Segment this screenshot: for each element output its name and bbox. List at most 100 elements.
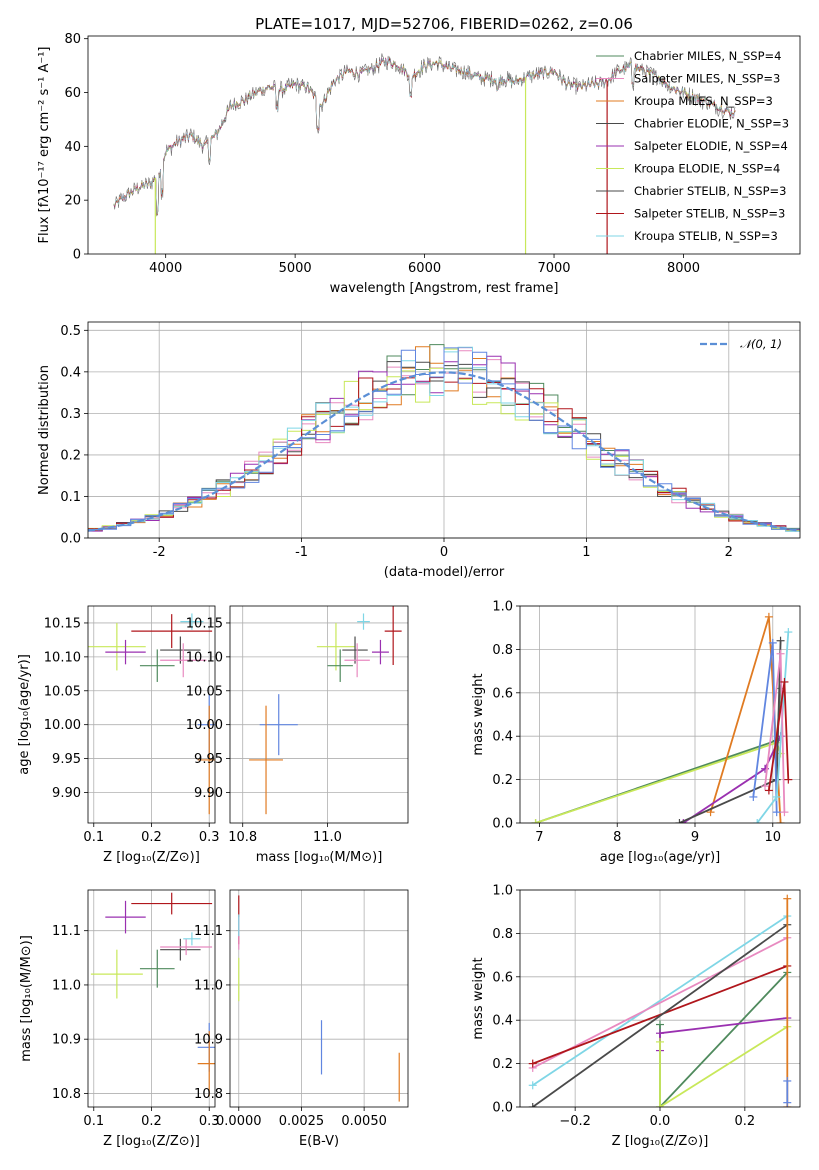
mass-vs-ebv-panel: 0.0000 0.0025 0.0050 10.8 10.9 11.0 11.1 E(B-V) bbox=[194, 889, 409, 1149]
x-tick-label: 0.0050 bbox=[341, 1114, 387, 1129]
y-tick-label: 0.0 bbox=[492, 817, 513, 832]
x-tick-label: 9 bbox=[691, 830, 699, 845]
y-tick-label: 60 bbox=[64, 86, 81, 101]
axes-frame bbox=[229, 889, 409, 1108]
y-tick-label: 0 bbox=[73, 248, 81, 263]
y-tick-label: 0.8 bbox=[492, 643, 513, 658]
axes-frame bbox=[87, 889, 216, 1108]
x-tick-label: 10.8 bbox=[228, 830, 257, 845]
y-tick-label: 0.2 bbox=[60, 448, 81, 463]
x-axis-label: Z [log₁₀(Z/Z⊙)] bbox=[612, 1134, 709, 1149]
plot-area bbox=[238, 895, 400, 1102]
residual-histogram bbox=[88, 347, 800, 531]
x-tick-label: 0.3 bbox=[199, 830, 220, 845]
x-tick-label: 0 bbox=[440, 545, 448, 560]
x-tick-label: 0.2 bbox=[141, 1114, 162, 1129]
age-vs-mass-panel: 10.8 11.0 9.90 9.95 10.00 10.05 10.10 10.15 mass… bbox=[186, 605, 409, 865]
x-tick-label: 0.0000 bbox=[216, 1114, 262, 1129]
y-tick-label: 10.05 bbox=[44, 684, 81, 699]
x-tick-label: 0.1 bbox=[83, 1114, 104, 1129]
x-tick-label: 7000 bbox=[537, 261, 570, 276]
x-tick-label: 0.0 bbox=[650, 1114, 671, 1129]
y-tick-label: 0.3 bbox=[60, 407, 81, 422]
legend-entry: Kroupa STELIB, N_SSP=3 bbox=[634, 229, 778, 243]
y-tick-label: 11.1 bbox=[194, 924, 223, 939]
spectrum-line bbox=[113, 58, 736, 215]
weight-line bbox=[709, 616, 782, 823]
legend-entry: Chabrier STELIB, N_SSP=3 bbox=[634, 184, 786, 198]
y-axis-label: mass [log₁₀(M/M⊙)] bbox=[19, 935, 34, 1062]
x-tick-label: -1 bbox=[295, 545, 308, 560]
axes-frame bbox=[87, 605, 216, 824]
plot-area bbox=[531, 612, 793, 823]
x-tick-label: -2 bbox=[153, 545, 166, 560]
x-tick-label: 11.0 bbox=[313, 830, 342, 845]
y-tick-label: 10.10 bbox=[186, 650, 223, 665]
weight-line bbox=[659, 1017, 788, 1051]
y-tick-label: 80 bbox=[64, 32, 81, 47]
legend-entry: 𝒩(0, 1) bbox=[740, 337, 782, 351]
x-tick-label: 0.3 bbox=[199, 1114, 220, 1129]
x-axis-label: wavelength [Angstrom, rest frame] bbox=[330, 281, 559, 296]
x-tick-label: 2 bbox=[725, 545, 733, 560]
y-axis-label: mass weight bbox=[471, 957, 486, 1039]
y-tick-label: 1.0 bbox=[492, 600, 513, 615]
plot-area bbox=[90, 892, 215, 1097]
axes-frame bbox=[519, 889, 801, 1108]
y-tick-label: 9.95 bbox=[194, 752, 223, 767]
x-axis-label: mass [log₁₀(M/M⊙)] bbox=[256, 850, 383, 865]
plot-area bbox=[113, 53, 736, 254]
y-tick-label: 40 bbox=[64, 140, 81, 155]
plot-area bbox=[88, 613, 215, 815]
axes-frame bbox=[87, 321, 801, 539]
y-tick-label: 10.15 bbox=[44, 616, 81, 631]
legend-entry: Chabrier ELODIE, N_SSP=3 bbox=[634, 117, 789, 131]
y-tick-label: 10.8 bbox=[194, 1087, 223, 1102]
x-axis-label: E(B-V) bbox=[299, 1134, 339, 1149]
mass-weight-vs-age-panel: 7 8 9 10 0.0 0.2 0.4 0.6 0.8 1.0 age [log₁₀(age/yr… bbox=[471, 600, 801, 865]
weight-line bbox=[532, 915, 788, 1087]
plot-area bbox=[249, 606, 402, 815]
y-tick-label: 0.1 bbox=[60, 490, 81, 505]
y-tick-label: 0.0 bbox=[60, 532, 81, 547]
axes-frame bbox=[519, 605, 801, 824]
x-tick-label: 7 bbox=[535, 830, 543, 845]
x-tick-label: 0.2 bbox=[735, 1114, 756, 1129]
weight-line bbox=[659, 1025, 788, 1107]
y-tick-label: 0.2 bbox=[492, 773, 513, 788]
figure-title: PLATE=1017, MJD=52706, FIBERID=0262, z=0… bbox=[255, 15, 633, 33]
x-tick-label: 8 bbox=[613, 830, 621, 845]
x-tick-label: 0.0025 bbox=[279, 1114, 325, 1129]
y-tick-label: 10.10 bbox=[44, 650, 81, 665]
y-tick-label: 10.9 bbox=[52, 1033, 81, 1048]
legend-entry: Salpeter STELIB, N_SSP=3 bbox=[634, 207, 785, 221]
y-tick-label: 0.6 bbox=[492, 970, 513, 985]
x-axis-label: (data-model)/error bbox=[384, 565, 505, 580]
x-tick-label: 0.1 bbox=[83, 830, 104, 845]
y-tick-label: 11.1 bbox=[52, 924, 81, 939]
y-tick-label: 9.90 bbox=[194, 786, 223, 801]
x-axis-label: Z [log₁₀(Z/Z⊙)] bbox=[103, 1134, 200, 1149]
weight-line bbox=[535, 688, 782, 823]
y-axis-label: Normed distribution bbox=[37, 365, 52, 495]
age-vs-metallicity-panel: 0.1 0.2 0.3 9.90 9.95 10.00 10.05 10.10 10.15 Z [… bbox=[17, 605, 220, 865]
y-tick-label: 0.4 bbox=[492, 730, 513, 745]
y-tick-label: 10.15 bbox=[186, 616, 223, 631]
y-tick-label: 0.0 bbox=[492, 1101, 513, 1116]
weight-line bbox=[532, 923, 788, 1107]
mass-vs-metallicity-panel: 0.1 0.2 0.3 10.8 10.9 11.0 11.1 Z [log₁₀(Z/Z⊙)]… bbox=[19, 889, 220, 1149]
legend-entry: Salpeter MILES, N_SSP=3 bbox=[634, 72, 780, 86]
y-axis-label: age [log₁₀(age/yr)] bbox=[17, 654, 32, 775]
y-axis-label: Flux [fλ10⁻¹⁷ erg cm⁻² s⁻¹ A⁻¹] bbox=[37, 47, 52, 244]
x-tick-label: 0.2 bbox=[141, 830, 162, 845]
y-tick-label: 10.00 bbox=[186, 718, 223, 733]
x-axis-label: Z [log₁₀(Z/Z⊙)] bbox=[103, 850, 200, 865]
y-tick-label: 0.6 bbox=[492, 686, 513, 701]
y-tick-label: 0.2 bbox=[492, 1057, 513, 1072]
gaussian-curve bbox=[88, 371, 800, 532]
mass-weight-vs-metallicity-panel: −0.2 0.0 0.2 0.0 0.2 0.4 0.6 0.8 1.0 Z [log₁₀(Z/Z… bbox=[471, 884, 801, 1149]
y-tick-label: 10.8 bbox=[52, 1087, 81, 1102]
y-tick-label: 9.90 bbox=[52, 786, 81, 801]
legend-entry: Salpeter ELODIE, N_SSP=4 bbox=[634, 139, 788, 153]
legend-entry: Kroupa ELODIE, N_SSP=4 bbox=[634, 162, 780, 176]
